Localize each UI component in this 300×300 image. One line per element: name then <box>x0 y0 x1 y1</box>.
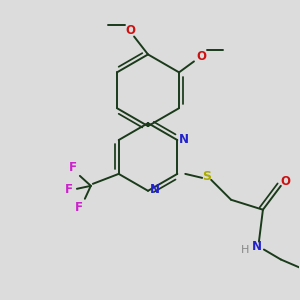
Text: F: F <box>65 183 73 196</box>
Text: N: N <box>150 183 160 196</box>
Text: O: O <box>125 24 135 37</box>
Text: F: F <box>69 161 77 174</box>
Text: H: H <box>241 244 249 254</box>
Text: O: O <box>196 50 206 63</box>
Text: N: N <box>252 240 262 253</box>
Text: O: O <box>281 176 291 188</box>
Text: F: F <box>75 201 83 214</box>
Text: N: N <box>179 133 189 146</box>
Text: S: S <box>202 170 211 183</box>
